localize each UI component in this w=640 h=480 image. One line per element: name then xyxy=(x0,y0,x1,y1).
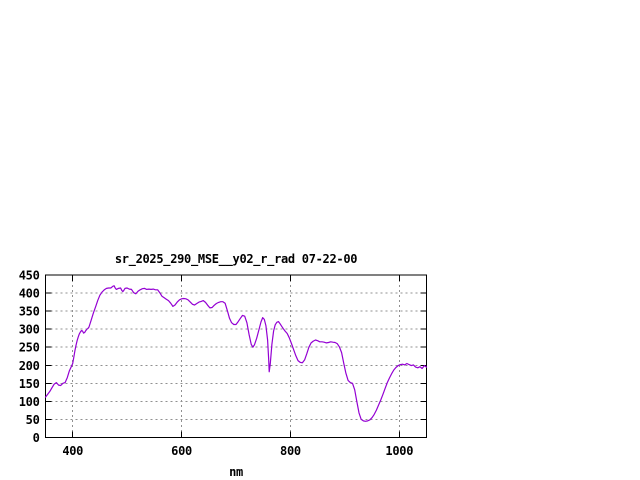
chart-title: sr_2025_290_MSE__y02_r_rad 07-22-00 xyxy=(115,252,357,267)
y-tick-label: 350 xyxy=(19,305,40,319)
y-tick-label: 100 xyxy=(19,395,40,409)
x-axis-label: nm xyxy=(229,465,243,479)
y-tick-label: 300 xyxy=(19,323,40,337)
y-tick-label: 50 xyxy=(26,413,40,427)
x-tick-label: 400 xyxy=(62,444,83,458)
y-tick-label: 450 xyxy=(19,269,40,283)
y-tick-label: 250 xyxy=(19,341,40,355)
axis-ticks xyxy=(45,274,427,438)
y-tick-label: 200 xyxy=(19,359,40,373)
x-tick-label: 1000 xyxy=(385,444,413,458)
y-tick-label: 150 xyxy=(19,377,40,391)
gridlines xyxy=(45,275,427,438)
x-axis-tick-labels: 400 600 800 1000 xyxy=(62,444,413,458)
y-tick-label: 0 xyxy=(33,431,40,445)
x-tick-label: 600 xyxy=(171,444,192,458)
plot-frame xyxy=(45,274,427,438)
spectrum-line xyxy=(44,285,428,422)
x-tick-label: 800 xyxy=(280,444,301,458)
y-axis-tick-labels: 0 50 100 150 200 250 300 350 400 450 xyxy=(19,269,40,446)
y-tick-label: 400 xyxy=(19,287,40,301)
